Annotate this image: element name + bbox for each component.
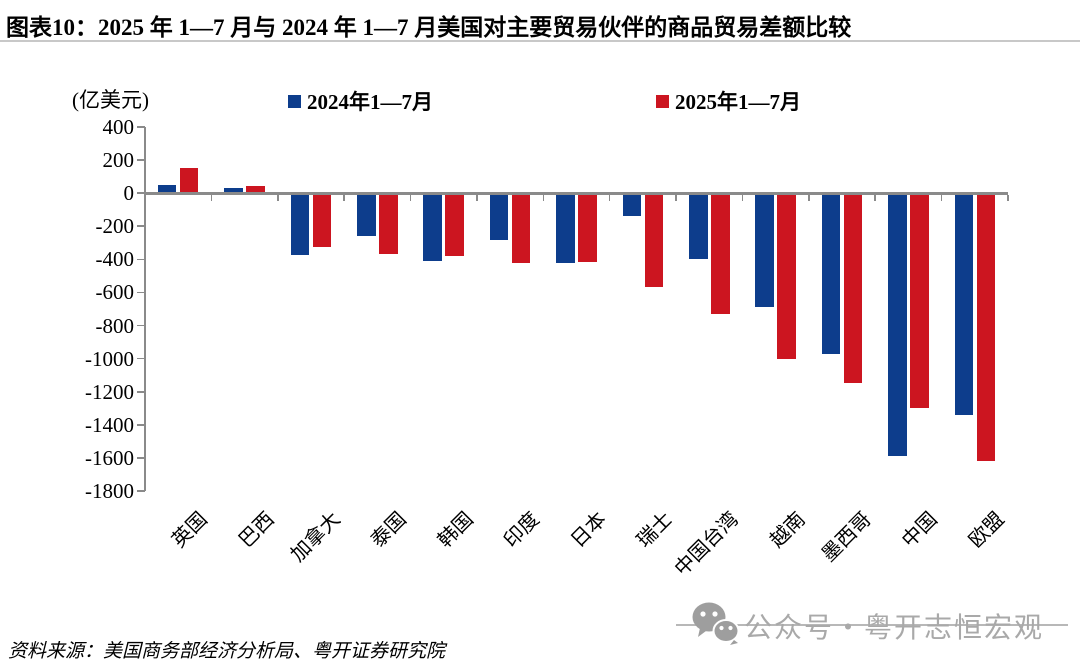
- x-axis-tick: [940, 194, 943, 202]
- x-axis-label-中国台湾: 中国台湾: [670, 508, 744, 581]
- y-axis-tick: [137, 159, 145, 161]
- bar-2024年1—7月-韩国: [423, 193, 442, 261]
- y-axis-tick-label: -1400: [85, 412, 134, 437]
- y-axis-tick-label: -1600: [85, 445, 134, 470]
- x-axis-label-印度: 印度: [500, 508, 544, 553]
- x-axis-tick: [409, 194, 412, 202]
- bar-2024年1—7月-泰国: [357, 193, 376, 237]
- y-axis-tick: [137, 291, 145, 294]
- x-axis-tick: [210, 194, 213, 202]
- y-axis-tick: [137, 390, 145, 393]
- y-axis-tick: [137, 225, 145, 228]
- legend-item-2025: 2025年1—7月: [656, 86, 801, 116]
- y-axis-tick-label: -400: [95, 247, 135, 272]
- x-axis-label-韩国: 韩国: [433, 508, 478, 553]
- y-axis-tick: [137, 324, 145, 327]
- x-axis-tick: [741, 194, 744, 202]
- x-axis-label-欧盟: 欧盟: [964, 508, 1009, 553]
- bar-2025年1—7月-瑞士: [644, 193, 664, 288]
- y-axis-tick-label: -200: [95, 214, 135, 239]
- x-axis-tick: [675, 194, 677, 202]
- x-axis-tick: [874, 194, 877, 202]
- x-axis-tick: [1007, 194, 1009, 202]
- x-axis-label-瑞士: 瑞士: [632, 508, 677, 553]
- legend-label-2025: 2025年1—7月: [675, 90, 801, 114]
- bar-2024年1—7月-越南: [755, 193, 774, 307]
- bar-2025年1—7月-越南: [777, 193, 796, 359]
- y-axis-tick-label: -800: [95, 313, 135, 338]
- x-axis-label-泰国: 泰国: [367, 508, 412, 553]
- y-axis-tick: [137, 490, 145, 492]
- bar-2024年1—7月-英国: [157, 184, 177, 194]
- y-axis-unit-label: (亿美元): [72, 88, 149, 112]
- source-note: 资料来源：美国商务部经济分析局、粤开证券研究院: [8, 641, 446, 662]
- title-divider: [0, 40, 1080, 42]
- bar-2025年1—7月-加拿大: [312, 193, 332, 247]
- bar-2025年1—7月-韩国: [445, 193, 464, 257]
- x-axis-label-加拿大: 加拿大: [286, 508, 345, 567]
- x-axis-tick: [542, 194, 545, 202]
- x-axis-label-中国: 中国: [898, 508, 943, 553]
- bar-2024年1—7月-日本: [556, 193, 575, 263]
- y-axis-tick: [137, 126, 145, 128]
- y-axis-tick-label: 200: [102, 148, 135, 173]
- chart-title: 图表10：2025 年 1—7 月与 2024 年 1—7 月美国对主要贸易伙伴…: [6, 15, 852, 40]
- bar-2025年1—7月-英国: [179, 167, 199, 194]
- legend-swatch-2024: [288, 94, 301, 108]
- x-axis-label-英国: 英国: [168, 508, 212, 553]
- bar-2024年1—7月-中国台湾: [689, 193, 708, 260]
- legend-label-2024: 2024年1—7月: [307, 90, 433, 114]
- bar-2024年1—7月-印度: [489, 193, 509, 241]
- y-axis-line: [144, 127, 146, 491]
- bar-2025年1—7月-中国: [910, 193, 929, 409]
- x-axis-tick: [476, 194, 478, 202]
- bar-2024年1—7月-欧盟: [954, 193, 974, 415]
- bar-2025年1—7月-墨西哥: [843, 193, 863, 383]
- bar-2024年1—7月-墨西哥: [821, 193, 841, 354]
- bar-2025年1—7月-日本: [578, 193, 597, 262]
- y-axis-tick-label: -1200: [85, 379, 134, 404]
- legend-swatch-2025: [656, 94, 669, 108]
- y-axis-tick: [137, 424, 145, 426]
- x-axis-label-巴西: 巴西: [234, 508, 279, 553]
- bar-2024年1—7月-巴西: [224, 188, 243, 194]
- y-axis-tick-label: -1800: [85, 479, 134, 503]
- bar-2024年1—7月-瑞士: [622, 193, 642, 217]
- y-axis-tick-label: -600: [95, 280, 135, 305]
- x-axis-line: [145, 191, 1008, 195]
- x-axis-label-日本: 日本: [566, 508, 611, 553]
- bar-2025年1—7月-欧盟: [976, 193, 996, 462]
- y-axis-tick: [137, 258, 145, 261]
- y-axis-tick-label: -1000: [85, 346, 134, 371]
- x-axis-tick: [608, 194, 611, 202]
- bar-2025年1—7月-巴西: [246, 185, 265, 194]
- bar-2024年1—7月-加拿大: [290, 193, 310, 256]
- y-axis-tick: [137, 457, 145, 459]
- y-axis-tick: [137, 192, 145, 194]
- watermark-text: 公众号・粤开志恒宏观: [744, 612, 1045, 643]
- y-axis-tick-label: 400: [102, 115, 135, 139]
- bar-2025年1—7月-印度: [511, 193, 531, 264]
- x-axis-tick: [343, 194, 345, 202]
- x-axis-tick: [808, 194, 810, 202]
- bar-2025年1—7月-中国台湾: [711, 193, 730, 314]
- bar-2024年1—7月-中国: [888, 193, 907, 457]
- x-axis-label-墨西哥: 墨西哥: [817, 508, 876, 567]
- y-axis-tick: [137, 357, 145, 360]
- y-axis-tick-label: 0: [123, 181, 135, 206]
- x-axis-label-越南: 越南: [765, 508, 810, 553]
- x-axis-tick: [276, 194, 279, 202]
- watermark-divider-line: [676, 624, 1068, 626]
- bar-2025年1—7月-泰国: [379, 193, 398, 255]
- legend-item-2024: 2024年1—7月: [288, 86, 433, 116]
- wechat-icon: [692, 602, 740, 645]
